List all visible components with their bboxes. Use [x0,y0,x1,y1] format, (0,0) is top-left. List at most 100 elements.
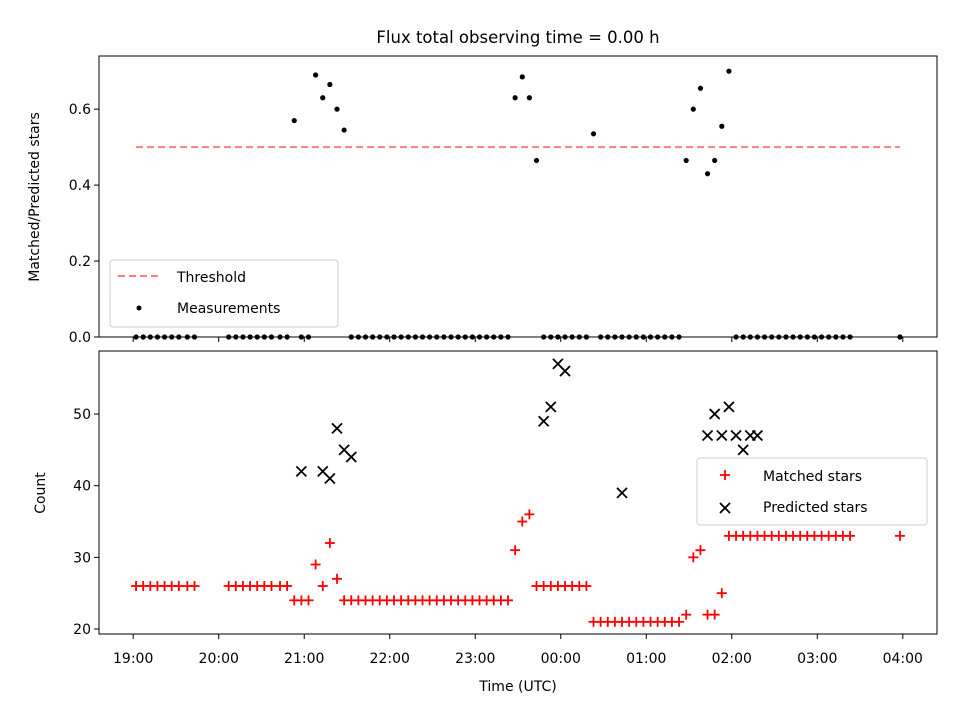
top-y-tick-label: 0.6 [69,102,91,118]
x-tick-label: 03:00 [797,651,837,667]
top-legend: Threshold Measurements [109,259,339,328]
x-tick-label: 04:00 [883,651,923,667]
matched-star-point [189,580,200,591]
bottom-y-tick-label: 20 [73,622,91,638]
measurement-point [690,106,696,112]
measurement-point [590,131,597,137]
top-y-axis-label: Matched/Predicted stars [27,112,43,282]
matched-star-point [716,588,727,599]
predicted-star-point [730,429,742,442]
predicted-star-point [723,401,735,413]
bottom-y-tick-label: 50 [73,407,91,423]
bottom-legend: Matched stars Predicted stars [696,457,928,526]
measurement-point [697,85,704,91]
predicted-star-point [538,415,550,427]
x-axis-label: Time (UTC) [478,679,556,695]
x-tick-label: 22:00 [370,651,410,667]
bottom-plot-frame [98,350,938,635]
measurement-point [313,72,319,78]
bottom-panel: 20 30 40 50 19:00 20:00 21:00 22:00 23:00 00:00 0… [33,350,938,695]
predicted-star-point [324,472,336,485]
matched-star-point [517,516,528,527]
measurement-point [726,68,732,74]
bottom-y-ticks: 20 30 40 50 [73,407,99,638]
predicted-star-point [737,444,749,456]
legend-predicted-label: Predicted stars [763,500,868,516]
matched-star-point [510,545,521,556]
measurement-point [533,157,540,164]
measurement-point [526,95,533,101]
top-y-tick-label: 0.0 [69,330,91,346]
predicted-star-point [751,429,764,442]
top-y-tick-label: 0.2 [69,254,91,270]
matched-star-point [173,580,184,591]
matched-star-point [581,580,592,591]
x-tick-label: 00:00 [541,651,581,667]
legend-measurements-swatch [136,305,142,311]
matched-star-point [303,595,314,606]
matched-star-point [845,530,856,541]
predicted-star-point [331,422,343,435]
predicted-star-point [559,365,571,377]
measurement-point [320,95,326,101]
matched-star-point [317,580,328,591]
x-tick-label: 21:00 [284,651,324,667]
legend-threshold-label: Threshold [176,270,246,286]
top-y-ticks: 0.0 0.2 0.4 0.6 [69,102,99,346]
predicted-star-point [616,487,628,499]
legend-matched-swatch [720,470,730,480]
matched-star-point [894,530,905,541]
measurement-point [334,106,340,112]
top-legend-frame [109,259,339,328]
measurements-points [133,68,903,340]
top-panel: 0.0 0.2 0.4 0.6 Matched/Predicted stars Thr… [27,55,938,346]
measurement-point [291,117,297,124]
matched-star-point [324,538,335,549]
x-tick-label: 02:00 [712,651,752,667]
bottom-x-ticks: 19:00 20:00 21:00 22:00 23:00 00:00 01:00 02:00… [113,634,923,667]
predicted-star-point [716,429,728,442]
bottom-y-tick-label: 40 [73,479,91,495]
predicted-star-point [701,429,714,442]
matched-star-point [310,559,321,570]
measurement-point [683,157,689,164]
legend-predicted-swatch [719,502,731,514]
matched-star-point [674,616,685,627]
legend-matched-label: Matched stars [763,469,862,485]
measurement-point [512,95,518,101]
top-y-tick-label: 0.4 [69,178,91,194]
measurement-point [327,81,333,88]
predicted-star-point [295,465,308,478]
matched-star-point [524,509,535,520]
measurement-point [704,171,711,177]
matched-star-point [681,609,692,620]
matched-star-point [266,580,277,591]
predicted-star-point [709,408,721,420]
matched-star-point [503,595,514,606]
predicted-stars-points [295,358,764,499]
bottom-y-tick-label: 30 [73,550,91,566]
bottom-legend-frame [696,457,928,526]
top-x-ticks [132,337,904,342]
top-plot-frame [98,55,938,338]
predicted-star-point [345,451,357,463]
measurement-point [341,127,347,133]
matched-stars-points [131,509,905,627]
measurement-point [519,74,525,80]
legend-measurements-label: Measurements [177,301,280,317]
measurement-point [712,157,718,164]
matched-star-point [688,552,699,563]
chart-title: Flux total observing time = 0.00 h [376,28,659,47]
x-tick-label: 19:00 [113,651,153,667]
x-tick-label: 01:00 [626,651,666,667]
predicted-star-point [545,401,557,413]
matched-star-point [709,609,720,620]
matched-star-point [282,580,293,591]
matched-star-point [695,545,706,556]
matched-star-point [332,573,343,584]
x-tick-label: 23:00 [455,651,495,667]
measurement-point [719,123,725,129]
x-tick-label: 20:00 [199,651,239,667]
bottom-y-axis-label: Count [33,472,49,514]
